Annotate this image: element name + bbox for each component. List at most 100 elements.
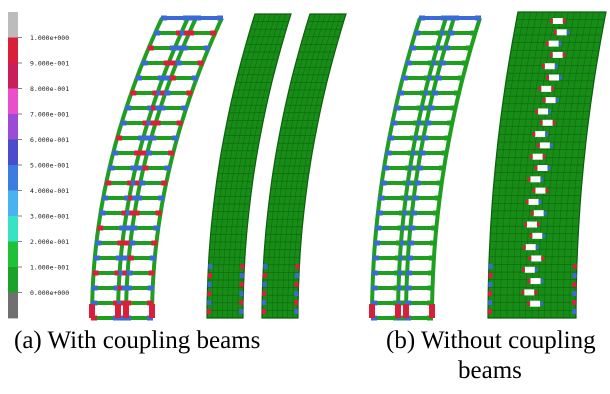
beam-hinge (406, 210, 413, 216)
wall-damage (572, 300, 577, 305)
wall-crack-edge (551, 86, 555, 91)
wall-crack-edge (540, 301, 544, 306)
beam-hinge (445, 15, 451, 21)
wall-damage (262, 291, 267, 296)
beam-hinge (393, 285, 400, 291)
beam-hinge (388, 135, 395, 141)
wall-crack-edge (528, 256, 532, 261)
beam-hinge (407, 150, 414, 156)
wall-mesh-line (563, 11, 594, 319)
wall-crack (530, 278, 541, 285)
beam-hinge (157, 75, 164, 81)
beam-hinge (394, 105, 401, 111)
beam-hinge (440, 30, 447, 36)
wall-crack-edge (562, 19, 566, 23)
wall-damage (207, 309, 212, 314)
wall-crack-edge (549, 52, 553, 57)
beam-hinge (151, 240, 158, 246)
beam-hinge (135, 180, 142, 186)
wall-crack-edge (525, 199, 529, 204)
wall-damage (295, 264, 300, 269)
beam-hinge (439, 165, 445, 171)
legend-swatch (8, 267, 18, 293)
beam-hinge (164, 165, 171, 171)
beam-hinge (169, 75, 176, 81)
beam-hinge (121, 300, 128, 306)
beam-hinge (428, 255, 435, 261)
wall-crack-edge (532, 132, 536, 137)
beam-hinge (169, 45, 176, 51)
beam-hinge (147, 285, 154, 291)
beam-hinge (417, 120, 424, 126)
wall-damage (262, 300, 267, 305)
beam-hinge (380, 180, 387, 186)
beam-hinge (161, 15, 167, 21)
beam-hinge (105, 180, 112, 186)
wall-damage (488, 282, 493, 287)
legend-swatch (8, 63, 18, 89)
wall-crack-edge (542, 154, 546, 159)
beam-hinge (141, 60, 148, 66)
wall-damage (239, 273, 244, 278)
wall-mesh-line (506, 11, 538, 318)
beam-hinge (146, 120, 153, 126)
beam-hinge (398, 90, 404, 96)
beam-hinge (150, 135, 157, 141)
beam-hinge (385, 150, 392, 156)
wall-mesh-line (232, 13, 281, 319)
beam-hinge (443, 45, 450, 51)
beam-hinge (371, 285, 378, 291)
beam-hinge (394, 270, 401, 276)
legend-swatch (8, 12, 18, 38)
beam-hinge (404, 240, 410, 246)
beam-hinge (391, 120, 398, 126)
beam-hinge (134, 150, 141, 156)
beam-hinge (405, 165, 411, 171)
wall-crack-edge (543, 211, 547, 216)
wall-crack-edge (539, 120, 543, 125)
model-b-wall (487, 11, 607, 319)
model-b-frame (369, 15, 482, 321)
beam-hinge (132, 195, 139, 201)
beam-hinge (188, 30, 195, 36)
wall-mesh-line (222, 13, 271, 319)
legend-tick-label: 3.000e-001 (30, 212, 69, 220)
wall-mesh-line (512, 11, 544, 319)
beam-hinge (161, 180, 168, 186)
beam-hinge (398, 210, 405, 216)
beam-hinge (129, 240, 136, 246)
beam-hinge (431, 45, 438, 51)
wall-crack-edge (529, 154, 533, 159)
wall-damage (572, 309, 577, 314)
beam-hinge (130, 90, 137, 96)
beam-hinge (164, 90, 171, 96)
beam-hinge (431, 75, 438, 81)
beam-hinge (114, 270, 121, 276)
beam-hinge (177, 45, 184, 51)
beam-hinge (123, 255, 130, 261)
beam-hinge (454, 90, 460, 96)
beam-hinge (92, 270, 99, 276)
wall-mesh-line (287, 13, 336, 319)
beam-hinge (383, 165, 389, 171)
legend-swatch (8, 139, 18, 166)
column-base-hinge (123, 304, 129, 318)
wall-crack-edge (535, 109, 539, 114)
wall-damage (207, 282, 212, 287)
beam-hinge (372, 270, 379, 276)
wall-damage (239, 282, 244, 287)
beam-hinge (127, 225, 134, 231)
wall-mesh-line (544, 11, 575, 318)
legend-swatch (8, 292, 18, 319)
beam-hinge (93, 255, 100, 261)
beam-hinge (425, 120, 432, 126)
wall-crack-edge (536, 222, 540, 227)
beam-hinge (168, 150, 175, 156)
wall-crack-edge (536, 143, 540, 148)
legend-tick-label: 1.000e-001 (30, 263, 69, 271)
wall-crack-edge (522, 245, 526, 250)
beam-hinge (398, 270, 405, 276)
beam-hinge (406, 270, 413, 276)
beam-hinge (423, 75, 430, 81)
